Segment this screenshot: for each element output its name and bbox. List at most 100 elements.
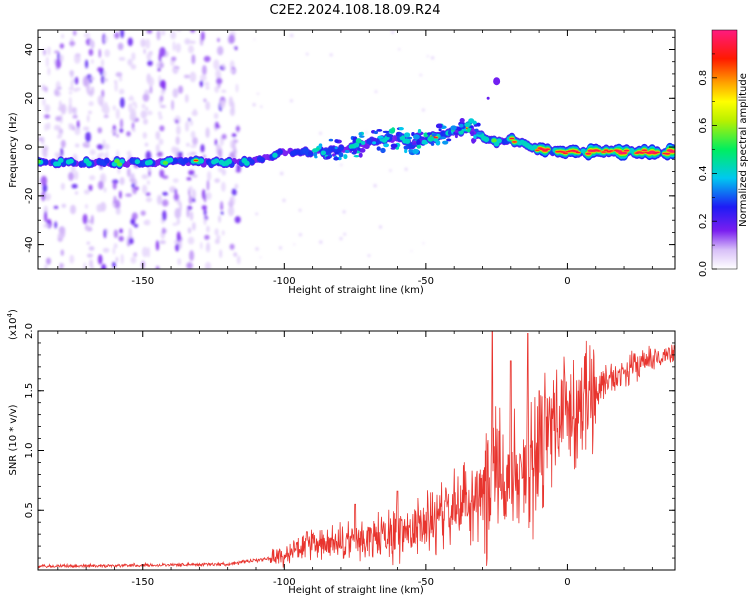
spectrogram-ridge-cell (360, 140, 366, 145)
spectrogram-noise-cell (101, 175, 104, 181)
colorbar-tick-label: 0.0 (698, 261, 709, 277)
spectrogram-ridge-cell (431, 133, 437, 137)
spectrogram-noise-cell (222, 63, 225, 69)
spectrogram-noise-cell (68, 124, 74, 130)
spectrogram-noise-cell (44, 114, 50, 119)
spectrogram-ridge-cell (349, 144, 354, 149)
spectrogram-noise-cell (214, 85, 219, 93)
spectrogram-ridge-cell (249, 159, 255, 165)
colorbar-tick-label: 0.4 (698, 165, 709, 181)
y-tick-label: 0.5 (24, 502, 35, 518)
spectrogram-noise-cell (191, 189, 196, 200)
spectrogram-noise-cell (82, 75, 89, 87)
spectrogram-noise-cell (147, 76, 155, 87)
spectrogram-noise-cell (103, 104, 110, 115)
spectrogram-noise-cell (177, 199, 181, 205)
spectrogram-ridge-cell (359, 135, 365, 138)
spectrogram-noise-cell (172, 222, 178, 226)
spectrogram-noise-cell (200, 74, 207, 82)
spectrogram-noise-cell (86, 84, 91, 93)
spectrogram-noise-cell (158, 115, 163, 120)
spectrogram-ridge-cell (404, 149, 408, 154)
spectrogram-ridge-cell (471, 138, 476, 144)
spectrogram-noise-cell (44, 264, 48, 269)
spectrogram-noise-cell (203, 217, 207, 225)
spectrogram-ridge-cell (167, 157, 174, 163)
snr-panel: -150 -100 -50 0 0.5 1.0 1.5 2.0 Height of strai… (6, 309, 676, 596)
spectrogram-noise-cell (172, 41, 176, 52)
spectrogram-ridge-cell (104, 158, 110, 164)
spectrogram-noise-cell (159, 95, 164, 102)
spectrogram-noise-cell (217, 46, 224, 56)
spectrogram-noise-cell (373, 184, 377, 188)
spectrogram-noise-cell (252, 103, 256, 107)
spectrogram-noise-cell (231, 188, 237, 196)
spectrogram-noise-cell (205, 243, 211, 253)
spectrogram-noise-cell (119, 190, 122, 199)
snr-x-axis-label: Height of straight line (km) (288, 585, 424, 596)
spectrogram-noise-cell (73, 53, 81, 64)
spectrogram-noise-cell (60, 182, 65, 191)
spectrogram-noise-cell (146, 180, 150, 185)
spectrogram-ridge-cell (483, 136, 490, 142)
spectrogram-noise-cell (74, 170, 79, 180)
spectrogram-noise-cell (69, 254, 75, 264)
y-tick-label: 2.0 (24, 323, 35, 339)
snr-y-multiplier-exponent: 4 (6, 312, 14, 317)
spectrogram-noise-cell (103, 228, 107, 239)
spectrogram-noise-cell (88, 101, 94, 107)
spectrogram-noise-cell (103, 114, 109, 118)
spectrogram-noise-cell (256, 163, 259, 166)
spectrogram-noise-cell (142, 132, 147, 139)
spectrogram-noise-cell (143, 48, 146, 55)
spectrogram-noise-cell (189, 211, 194, 221)
spectrogram-noise-cell (45, 195, 50, 201)
spectrogram-noise-cell (161, 30, 166, 36)
spectrogram-noise-cell (112, 105, 116, 111)
spectrogram-noise-cell (215, 69, 220, 80)
spectrogram-noise-cell (112, 203, 116, 208)
spectrogram-ridge-cell (654, 151, 660, 154)
spectrogram-noise-cell (234, 183, 239, 189)
spectrogram-noise-cell (128, 150, 132, 161)
spectrogram-noise-cell (340, 163, 343, 167)
spectrogram-noise-cell (279, 171, 284, 176)
svg-text:(x104): (x104) (6, 309, 19, 340)
spectrogram-noise-cell (200, 144, 205, 153)
spectrogram-noise-cell (159, 169, 165, 178)
spectrogram-noise-cell (85, 59, 89, 69)
spectrogram-ridge-cell (334, 139, 339, 143)
spectrogram-noise-cell (88, 246, 95, 251)
y-tick-label: 1.5 (24, 383, 35, 399)
spectrogram-noise-cell (187, 152, 192, 157)
spectrogram-noise-cell (220, 100, 226, 109)
colorbar-tick-label: 0.6 (698, 118, 709, 134)
spectrogram-noise-cell (68, 91, 73, 95)
spectrogram-noise-cell (47, 67, 51, 76)
spectrogram-noise-cell (60, 147, 64, 157)
spectrogram-noise-cell (145, 219, 151, 226)
spectrogram-noise-cell (188, 195, 193, 205)
spectrogram-ridge-cell (343, 154, 348, 160)
spectrogram-noise-cell (131, 212, 138, 220)
spectrogram-ridge-cell (377, 135, 384, 139)
spectrogram-ridge-cell (446, 138, 452, 142)
spectrogram-ridge-cell (404, 139, 411, 144)
spectrogram-ridge-cell (416, 144, 422, 149)
spectrogram-x-axis-label: Height of straight line (km) (288, 285, 424, 296)
spectrogram-noise-cell (84, 204, 89, 209)
spectrogram-noise-cell (221, 133, 227, 140)
spectrogram-noise-cell (140, 38, 146, 48)
spectrogram-noise-cell (73, 89, 78, 92)
spectrogram-noise-cell (319, 131, 322, 135)
spectrogram-noise-cell (278, 246, 283, 250)
spectrogram-noise-cell (205, 192, 212, 200)
spectrogram-ridge-cell (608, 150, 614, 152)
spectrogram-noise-cell (419, 73, 422, 77)
spectrogram-noise-cell (193, 108, 197, 116)
spectrogram-noise-cell (61, 34, 64, 39)
spectrogram-noise-cell (146, 30, 153, 34)
spectrogram-noise-cell (55, 58, 62, 69)
spectrogram-noise-cell (69, 96, 72, 107)
spectrogram-noise-cell (114, 32, 120, 39)
